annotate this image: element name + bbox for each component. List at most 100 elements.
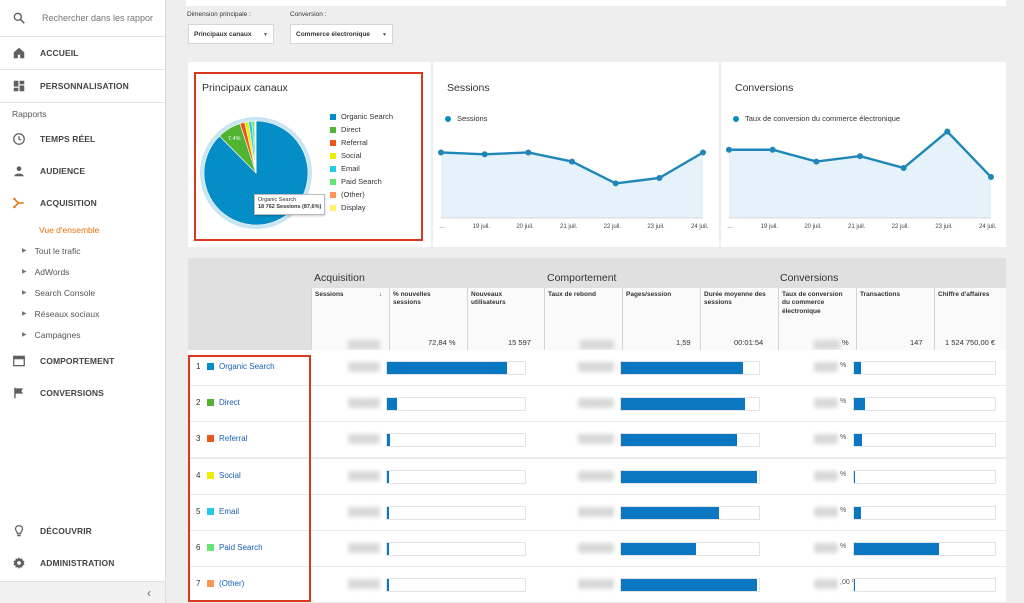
nav-adwords[interactable]: ▶ AdWords <box>0 261 165 282</box>
col-bounce-rate[interactable]: Taux de rebond <box>548 291 596 298</box>
sidebar-collapse-button[interactable]: ‹ <box>0 581 165 603</box>
data-point[interactable] <box>700 149 706 156</box>
line-chart-area <box>441 152 703 218</box>
row-channel[interactable]: 1 Organic Search <box>196 362 275 371</box>
row-rank: 7 <box>196 579 201 589</box>
row-channel-link[interactable]: Referral <box>219 434 248 444</box>
col-conv-rate[interactable]: Taux de conversion du commerce électroni… <box>782 291 843 315</box>
x-tick-label: 23 juil. <box>935 224 953 230</box>
nav-tout-le-trafic[interactable]: ▶ Tout le trafic <box>0 240 165 261</box>
row-channel[interactable]: 7 (Other) <box>196 579 244 588</box>
total-bounce-blurred <box>580 340 614 350</box>
data-point[interactable] <box>569 158 575 165</box>
nav-conversions[interactable]: CONVERSIONS <box>0 377 165 409</box>
row-color-swatch <box>207 544 214 551</box>
nav-reseaux-sociaux[interactable]: ▶ Réseaux sociaux <box>0 303 165 324</box>
row-channel[interactable]: 4 Social <box>196 471 241 480</box>
col-revenue[interactable]: Chiffre d'affaires <box>938 291 990 298</box>
legend-swatch <box>330 178 336 185</box>
row-channel-link[interactable]: Organic Search <box>219 362 275 371</box>
bar-transactions <box>853 469 996 484</box>
col-sessions[interactable]: Sessions ↓ <box>312 288 388 328</box>
bar-new-sessions <box>386 542 526 556</box>
legend-item[interactable]: Referral <box>330 136 393 149</box>
nav-vue-ensemble[interactable]: Vue d'ensemble <box>39 224 100 235</box>
row-channel-link[interactable]: Direct <box>219 398 240 408</box>
nav-acquisition[interactable]: ACQUISITION <box>0 187 165 219</box>
lightbulb-icon <box>12 524 26 538</box>
col-avg-duration[interactable]: Durée moyenne des sessions <box>704 291 766 307</box>
legend-item[interactable]: Display <box>330 201 393 214</box>
row-channel-link[interactable]: Paid Search <box>219 543 263 552</box>
table-row[interactable]: 3 Referral% <box>188 422 1006 459</box>
table-row[interactable]: 2 Direct% <box>188 386 1006 423</box>
data-point[interactable] <box>857 153 863 160</box>
col-pages-session[interactable]: Pages/session <box>626 291 672 298</box>
nav-accueil-label: ACCUEIL <box>40 48 79 58</box>
row-channel[interactable]: 6 Paid Search <box>196 543 263 552</box>
legend-item[interactable]: (Other) <box>330 188 393 201</box>
data-point[interactable] <box>525 149 532 156</box>
acquisition-icon <box>12 196 26 210</box>
col-new-users[interactable]: Nouveaux utilisateurs <box>471 291 506 307</box>
data-point[interactable] <box>612 180 619 187</box>
data-point[interactable] <box>988 174 994 181</box>
cell-conv-suffix: % <box>840 434 847 442</box>
bar-fill-new-sessions <box>387 470 389 483</box>
nav-audience[interactable]: AUDIENCE <box>0 155 165 187</box>
col-transactions[interactable]: Transactions <box>860 291 901 298</box>
nav-tout-le-trafic-label: Tout le trafic <box>34 245 81 256</box>
data-point[interactable] <box>900 164 907 171</box>
bar-pages-session <box>620 505 760 520</box>
data-point[interactable] <box>438 149 444 156</box>
total-new-sessions: 72,84 % <box>428 338 456 347</box>
cell-conv-blurred <box>814 579 838 590</box>
cell-bounce-blurred <box>578 506 614 517</box>
col-bg <box>622 288 700 350</box>
row-channel[interactable]: 3 Referral <box>196 434 247 443</box>
primary-dimension-select[interactable]: Principaux canaux ▼ <box>188 24 274 44</box>
legend-item[interactable]: Email <box>330 162 393 175</box>
row-channel[interactable]: 2 Direct <box>196 398 240 407</box>
nav-comportement[interactable]: COMPORTEMENT <box>0 345 165 377</box>
pie-slice-display[interactable] <box>255 120 257 174</box>
row-channel-link[interactable]: (Other) <box>219 579 245 589</box>
data-point[interactable] <box>769 146 776 153</box>
table-row[interactable]: 5 Email% <box>188 494 1006 531</box>
nav-temps-reel[interactable]: TEMPS RÉEL <box>0 123 165 155</box>
data-point[interactable] <box>481 151 488 158</box>
data-point[interactable] <box>813 158 820 165</box>
col-new-sessions[interactable]: % nouvelles sessions <box>393 291 431 307</box>
data-point[interactable] <box>944 128 951 135</box>
data-point[interactable] <box>656 174 663 181</box>
legend-item[interactable]: Organic Search <box>330 110 393 123</box>
conversions-line-chart[interactable] <box>721 62 1006 247</box>
table-row[interactable]: 4 Social% <box>188 458 1006 495</box>
legend-item[interactable]: Direct <box>330 123 393 136</box>
nav-search-console[interactable]: ▶ Search Console <box>0 282 165 303</box>
total-revenue: 1 524 750,00 € <box>945 338 996 347</box>
conversion-select[interactable]: Commerce électronique ▼ <box>290 24 393 44</box>
legend-swatch <box>330 191 336 198</box>
nav-decouvrir[interactable]: DÉCOUVRIR <box>0 515 165 547</box>
table-row[interactable]: 7 (Other) ,00 % <box>188 567 1006 603</box>
primary-dimension-label: Dimension principale : <box>187 11 251 18</box>
data-point[interactable] <box>726 146 732 153</box>
search-input[interactable] <box>42 13 162 23</box>
nav-reseaux-sociaux-label: Réseaux sociaux <box>34 308 100 319</box>
legend-item[interactable]: Paid Search <box>330 175 393 188</box>
sessions-line-chart[interactable] <box>433 62 719 247</box>
cell-conv-suffix: % <box>840 506 847 514</box>
row-channel-link[interactable]: Social <box>219 470 241 480</box>
nav-personnalisation[interactable]: PERSONNALISATION <box>0 70 165 102</box>
nav-administration[interactable]: ADMINISTRATION <box>0 547 165 579</box>
nav-accueil[interactable]: ACCUEIL <box>0 37 165 69</box>
legend-item[interactable]: Social <box>330 149 393 162</box>
bar-fill-new-sessions <box>387 398 397 411</box>
table-row[interactable]: 6 Paid Search% <box>188 531 1006 567</box>
table-row[interactable]: 1 Organic Search% <box>188 350 1006 386</box>
row-channel[interactable]: 5 Email <box>196 507 239 516</box>
row-channel-link[interactable]: Email <box>219 506 240 516</box>
sidebar-search[interactable] <box>0 0 165 36</box>
nav-campagnes[interactable]: ▶ Campagnes <box>0 324 165 345</box>
